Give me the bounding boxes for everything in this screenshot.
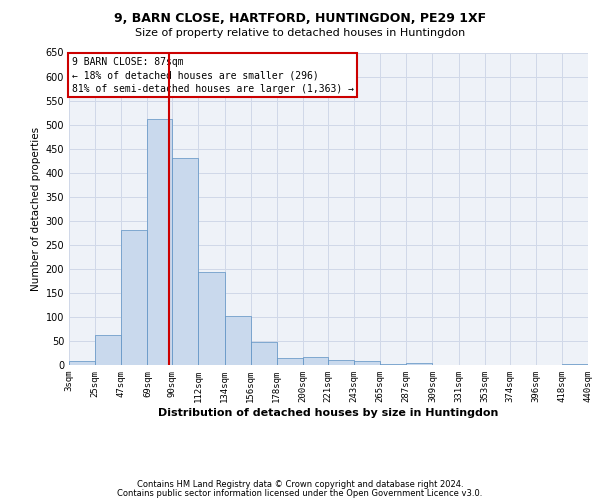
Bar (148, 119, 172, 365)
Y-axis label: Number of detached properties: Number of detached properties (31, 126, 41, 291)
Bar (380, 364, 406, 365)
Bar (69, 361, 95, 365)
Bar (172, 158, 199, 365)
Text: 9, BARN CLOSE, HARTFORD, HUNTINGDON, PE29 1XF: 9, BARN CLOSE, HARTFORD, HUNTINGDON, PE2… (114, 12, 486, 26)
Bar (251, 342, 277, 365)
Bar (199, 272, 224, 365)
Bar (121, 230, 148, 365)
Text: Size of property relative to detached houses in Huntingdon: Size of property relative to detached ho… (135, 28, 465, 38)
Bar (277, 358, 303, 365)
Text: Contains HM Land Registry data © Crown copyright and database right 2024.: Contains HM Land Registry data © Crown c… (137, 480, 463, 489)
Bar (354, 361, 380, 365)
Bar (562, 364, 588, 365)
Bar (95, 334, 121, 365)
Bar (303, 358, 328, 365)
Bar (406, 363, 433, 365)
Text: Contains public sector information licensed under the Open Government Licence v3: Contains public sector information licen… (118, 489, 482, 498)
Bar (328, 360, 354, 365)
Bar (224, 316, 251, 365)
X-axis label: Distribution of detached houses by size in Huntingdon: Distribution of detached houses by size … (158, 408, 499, 418)
Text: 9 BARN CLOSE: 87sqm
← 18% of detached houses are smaller (296)
81% of semi-detac: 9 BARN CLOSE: 87sqm ← 18% of detached ho… (71, 57, 353, 94)
